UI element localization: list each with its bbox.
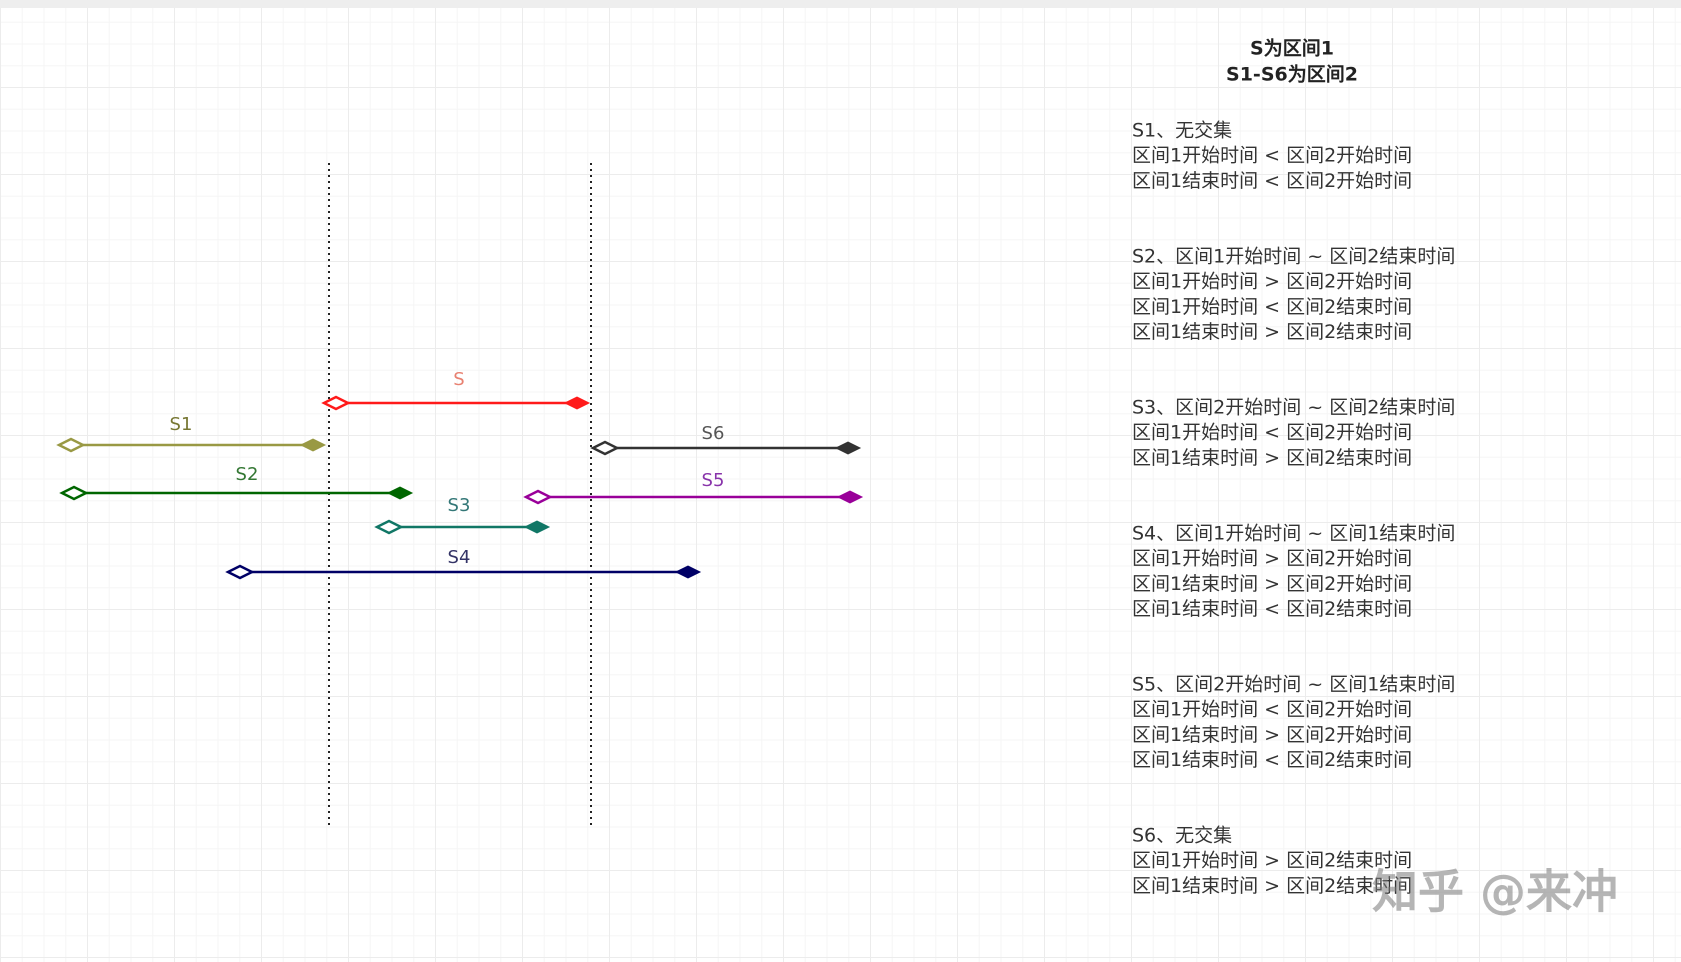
start-diamond xyxy=(321,395,351,411)
note-line: S1、无交集 xyxy=(1132,120,1232,142)
note-line: S4、区间1开始时间 ~ 区间1结束时间 xyxy=(1132,523,1455,545)
note-line: 区间1结束时间 > 区间2结束时间 xyxy=(1132,447,1412,469)
start-diamond xyxy=(225,564,255,580)
note-line: 区间1结束时间 > 区间2结束时间 xyxy=(1132,321,1412,343)
title-line: S1-S6为区间2 xyxy=(1226,63,1358,86)
start-diamond xyxy=(59,485,89,501)
start-diamond xyxy=(56,437,86,453)
segment-label: S5 xyxy=(702,470,725,491)
note-line: 区间1结束时间 > 区间2开始时间 xyxy=(1132,724,1412,746)
note-line: 区间1结束时间 < 区间2结束时间 xyxy=(1132,598,1412,620)
end-diamond xyxy=(386,486,414,500)
note-line: 区间1开始时间 < 区间2结束时间 xyxy=(1132,296,1412,318)
segment-label: S1 xyxy=(170,414,193,435)
start-diamond xyxy=(374,519,404,535)
start-diamond xyxy=(590,440,620,456)
note-line: 区间1结束时间 > 区间2结束时间 xyxy=(1132,875,1412,897)
segment-label: S6 xyxy=(702,423,725,444)
end-diamond xyxy=(836,490,864,504)
end-diamond xyxy=(674,565,702,579)
note-line: S2、区间1开始时间 ~ 区间2结束时间 xyxy=(1132,246,1455,268)
note-line: 区间1结束时间 > 区间2开始时间 xyxy=(1132,573,1412,595)
start-diamond xyxy=(523,489,553,505)
segment-label: S xyxy=(453,369,464,390)
note-line: 区间1开始时间 > 区间2开始时间 xyxy=(1132,548,1412,570)
segment-label: S4 xyxy=(448,547,471,568)
end-diamond xyxy=(834,441,862,455)
end-diamond xyxy=(563,396,591,410)
segment-label: S2 xyxy=(236,464,259,485)
note-line: S6、无交集 xyxy=(1132,825,1232,847)
note-line: S3、区间2开始时间 ~ 区间2结束时间 xyxy=(1132,397,1455,419)
note-line: 区间1开始时间 < 区间2开始时间 xyxy=(1132,699,1412,721)
note-line: 区间1开始时间 < 区间2开始时间 xyxy=(1132,145,1412,167)
note-line: S5、区间2开始时间 ~ 区间1结束时间 xyxy=(1132,674,1455,696)
note-line: 区间1结束时间 < 区间2结束时间 xyxy=(1132,749,1412,771)
end-diamond xyxy=(299,438,327,452)
top-bar xyxy=(0,0,1681,8)
note-line: 区间1开始时间 > 区间2结束时间 xyxy=(1132,850,1412,872)
note-line: 区间1开始时间 > 区间2开始时间 xyxy=(1132,271,1412,293)
title-line: S为区间1 xyxy=(1250,37,1334,60)
note-line: 区间1开始时间 < 区间2开始时间 xyxy=(1132,422,1412,444)
watermark: 知乎 @来冲 xyxy=(1372,865,1618,919)
segment-label: S3 xyxy=(448,495,471,516)
end-diamond xyxy=(523,520,551,534)
note-line: 区间1结束时间 < 区间2开始时间 xyxy=(1132,170,1412,192)
